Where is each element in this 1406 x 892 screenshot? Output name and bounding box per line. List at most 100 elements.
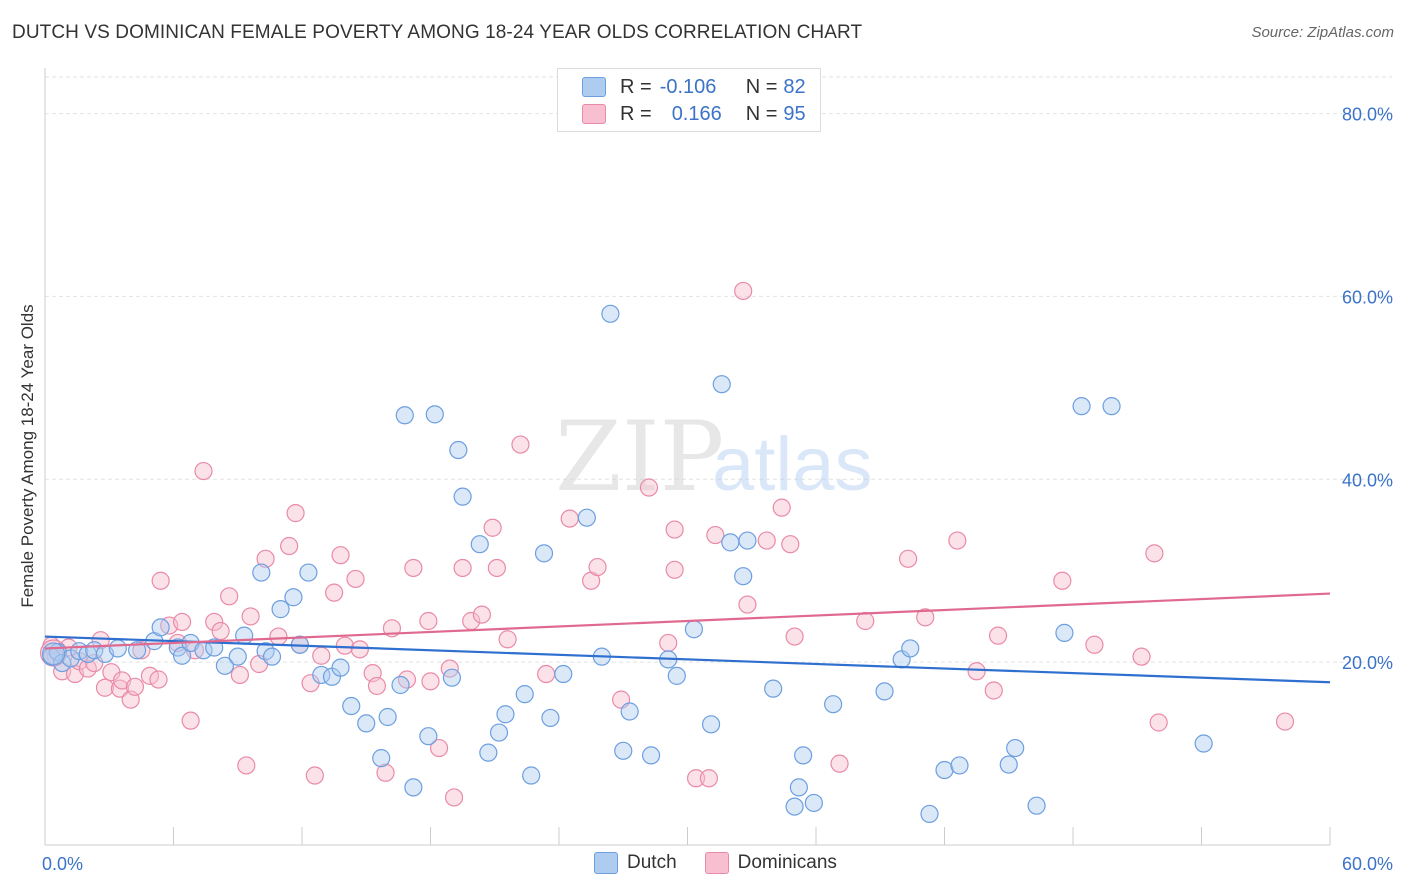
dominican-point: [487, 558, 506, 578]
dutch-point: [667, 666, 686, 685]
dominican-point: [948, 531, 967, 550]
dutch-point: [372, 749, 391, 768]
dominican-point: [312, 646, 331, 665]
dominican-point: [665, 560, 684, 579]
dominican-point: [211, 621, 230, 641]
dominican-r-label: R =: [620, 102, 652, 125]
dutch-point: [1055, 623, 1074, 642]
dominican-point: [785, 627, 804, 646]
dutch-point: [252, 563, 271, 582]
dutch-point: [342, 696, 361, 716]
legend-row-dominican: R = 0.166 N = 95: [582, 102, 806, 126]
y-tick-label: 20.0%: [1342, 653, 1393, 673]
watermark-zip: ZIP: [555, 401, 724, 513]
dutch-point: [764, 679, 783, 698]
dominican-point: [560, 509, 579, 528]
dominican-point: [346, 569, 365, 589]
dominican-point: [237, 756, 256, 775]
dominican-point: [699, 769, 719, 788]
dominican-point: [444, 788, 464, 807]
dominican-point: [639, 478, 659, 497]
x-tick-label: 60.0%: [1342, 854, 1393, 874]
watermark: ZIP atlas: [555, 401, 873, 513]
dutch-point: [496, 705, 515, 724]
dominican-n-label: N =: [745, 102, 778, 125]
dutch-point: [785, 797, 804, 816]
dominican-point: [916, 608, 935, 627]
dutch-point: [108, 639, 127, 658]
dutch-point: [453, 487, 472, 506]
dutch-point: [489, 723, 509, 742]
dominican-swatch: [582, 104, 606, 124]
dutch-point: [601, 304, 620, 323]
dominican-point: [256, 549, 275, 568]
dutch-n-value: 82: [783, 75, 806, 98]
dominican-point: [967, 662, 986, 681]
dutch-point: [1102, 397, 1121, 416]
dominican-point: [665, 520, 684, 539]
dominican-point: [335, 636, 354, 655]
dominican-point: [856, 611, 875, 631]
dominican-n-value: 95: [783, 102, 806, 125]
dutch-r-value: -0.106: [659, 75, 717, 98]
dutch-point: [789, 778, 808, 797]
dominican-point: [1053, 571, 1072, 590]
dominican-point: [181, 711, 200, 730]
watermark-atlas: atlas: [712, 422, 873, 507]
dutch-point: [935, 760, 954, 780]
dutch-point: [449, 440, 468, 460]
dominican-point: [205, 612, 224, 632]
x-tick-label: 0.0%: [42, 854, 83, 874]
dutch-point: [262, 647, 282, 666]
trend-lines: [44, 592, 1331, 684]
dutch-point: [1072, 397, 1091, 416]
dominican-point: [367, 676, 387, 696]
dominican-point: [325, 583, 344, 602]
dominican-point: [269, 627, 288, 646]
dominican-point: [898, 549, 918, 568]
dutch-point: [577, 508, 596, 527]
dutch-point: [235, 626, 254, 645]
y-tick-label: 60.0%: [1342, 287, 1393, 307]
dutch-point: [127, 641, 147, 660]
correlation-legend: R = -0.106 N = 82 R = 0.166 N = 95: [557, 68, 821, 132]
dominican-point: [172, 612, 192, 632]
series-legend: Dutch Dominicans: [594, 852, 837, 874]
dutch-point: [999, 755, 1018, 774]
dutch-point: [794, 746, 813, 765]
axes: [44, 68, 1331, 846]
dutch-point: [901, 639, 920, 658]
dutch-point: [1006, 738, 1025, 758]
dutch-point: [721, 533, 740, 552]
dutch-point: [378, 707, 397, 727]
dominican-point: [350, 640, 369, 659]
dutch-point: [522, 766, 541, 785]
dominican-point: [1149, 713, 1168, 732]
y-tick-label: 40.0%: [1342, 470, 1393, 490]
dutch-point: [215, 656, 234, 675]
dominican-trend-line: [44, 592, 1331, 650]
source-label: Source: ZipAtlas.com: [1251, 24, 1394, 41]
dutch-points: [41, 304, 1213, 824]
dominican-points: [39, 281, 1295, 807]
dominican-point: [419, 611, 438, 631]
dutch-r-label: R =: [620, 75, 652, 98]
dominican-point: [376, 763, 395, 782]
dominican-point: [772, 498, 791, 517]
dutch-point: [299, 563, 318, 582]
dutch-point: [804, 793, 823, 813]
dominican-point: [757, 531, 776, 550]
dutch-point: [479, 743, 498, 762]
dutch-point: [395, 406, 414, 425]
gridlines: [45, 76, 1392, 663]
dutch-point: [172, 646, 192, 665]
dutch-point: [701, 715, 721, 734]
dutch-point: [515, 685, 534, 704]
dominican-point: [151, 571, 170, 590]
dutch-n-label: N =: [745, 75, 778, 98]
dominican-point: [421, 672, 440, 691]
dutch-point: [271, 600, 290, 619]
dutch-point: [614, 741, 633, 760]
dutch-point: [331, 658, 350, 677]
